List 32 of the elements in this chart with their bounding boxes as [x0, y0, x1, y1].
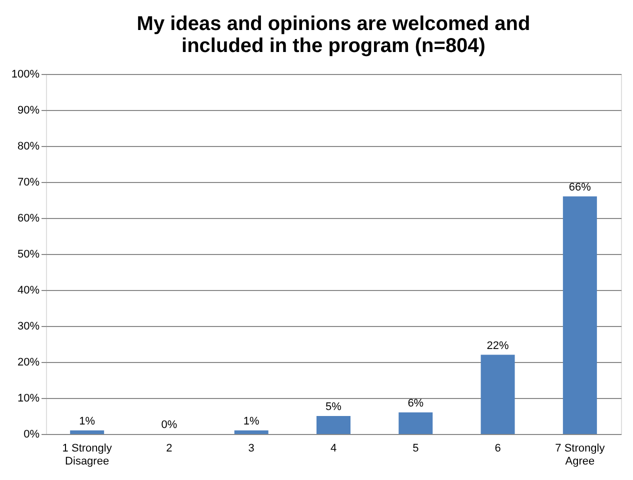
x-tick-label: 1 Strongly Disagree — [62, 442, 112, 468]
y-tick-label: 10% — [17, 392, 40, 404]
data-label: 1% — [243, 415, 260, 428]
y-tick-label: 100% — [11, 68, 40, 80]
data-label: 6% — [408, 397, 424, 410]
y-tick-label: 90% — [17, 104, 40, 116]
x-tick-label: 6 — [494, 442, 501, 454]
bar — [398, 412, 433, 434]
bar — [562, 196, 597, 434]
x-tick-label: 3 — [248, 442, 254, 454]
y-tick-label: 20% — [17, 356, 40, 368]
y-tick-label: 80% — [17, 140, 40, 152]
y-tick-label: 30% — [17, 320, 40, 332]
data-label: 5% — [326, 401, 342, 413]
bar — [480, 354, 515, 434]
y-tick-label: 70% — [17, 176, 40, 188]
bar — [316, 416, 350, 434]
x-tick-label: 2 — [166, 442, 172, 454]
data-label: 66% — [568, 181, 592, 194]
bar — [234, 430, 268, 434]
y-tick-label: 60% — [17, 212, 40, 224]
bar — [70, 430, 104, 434]
x-tick-label: 5 — [412, 442, 419, 454]
data-label: 1% — [79, 415, 96, 428]
y-tick-label: 0% — [24, 428, 40, 440]
x-tick-label: 7 Strongly Agree — [555, 442, 606, 468]
x-tick-label: 4 — [330, 442, 337, 454]
data-label: 0% — [161, 419, 178, 431]
chart-title: My ideas and opinions are welcomed and included in the program (n=804) — [136, 13, 530, 57]
data-label: 22% — [486, 340, 510, 352]
y-tick-label: 50% — [17, 248, 40, 260]
y-tick-label: 40% — [17, 284, 40, 296]
